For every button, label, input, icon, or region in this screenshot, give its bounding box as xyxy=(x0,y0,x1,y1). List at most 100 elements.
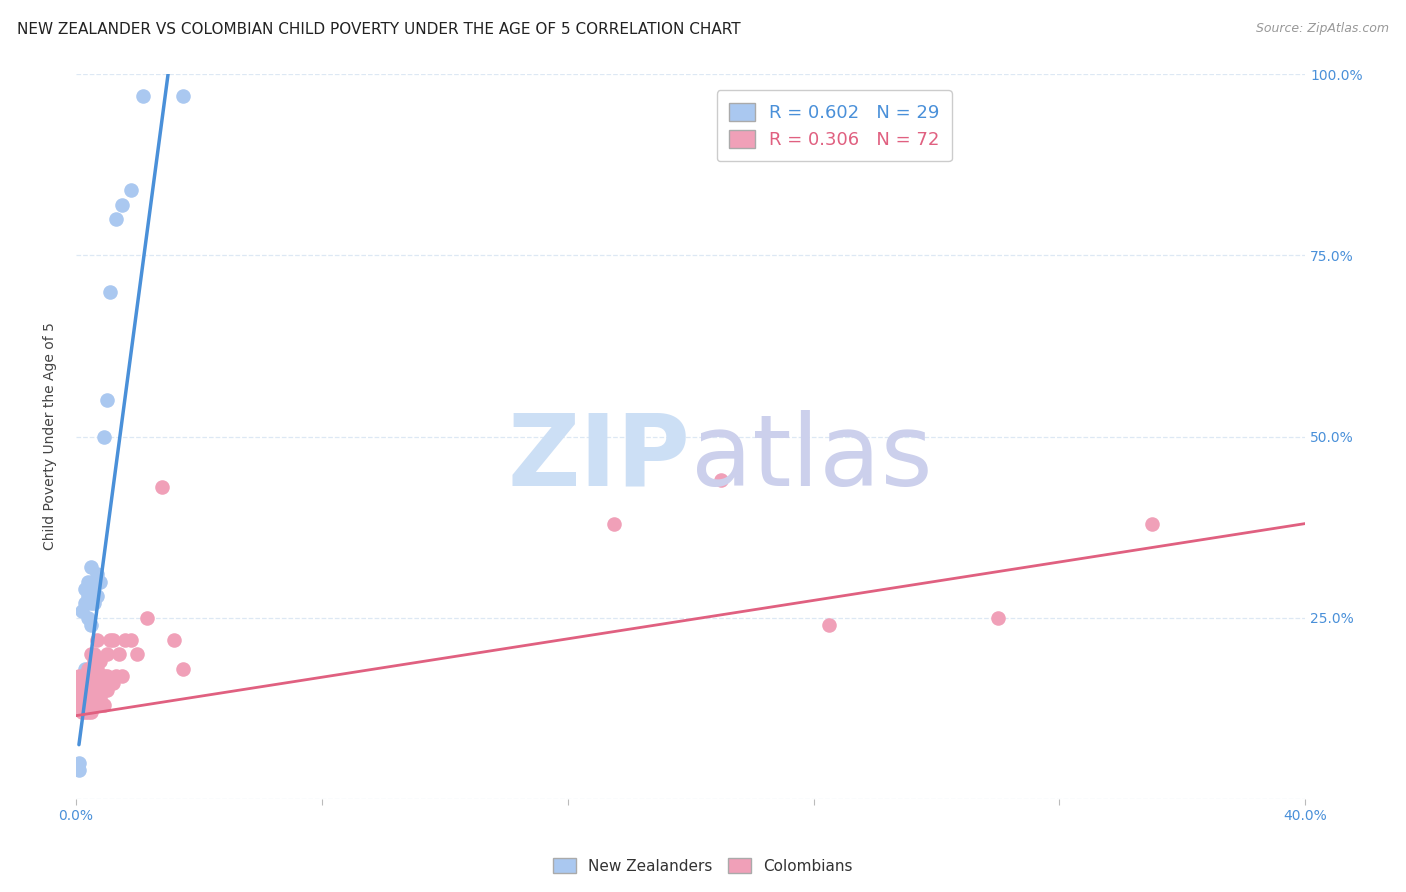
Point xyxy=(114,632,136,647)
Point xyxy=(83,698,105,712)
Point xyxy=(80,690,103,705)
Point xyxy=(86,662,108,676)
Point xyxy=(77,662,100,676)
Point xyxy=(70,603,93,617)
Text: NEW ZEALANDER VS COLOMBIAN CHILD POVERTY UNDER THE AGE OF 5 CORRELATION CHART: NEW ZEALANDER VS COLOMBIAN CHILD POVERTY… xyxy=(17,22,741,37)
Text: ZIP: ZIP xyxy=(508,409,690,507)
Point xyxy=(120,183,142,197)
Point xyxy=(77,574,100,589)
Point xyxy=(89,690,111,705)
Point xyxy=(80,676,103,690)
Point xyxy=(86,632,108,647)
Point xyxy=(93,669,115,683)
Point xyxy=(172,662,194,676)
Point xyxy=(70,698,93,712)
Point xyxy=(67,763,90,777)
Point xyxy=(135,611,157,625)
Point xyxy=(104,212,127,227)
Point xyxy=(132,88,155,103)
Point xyxy=(163,632,186,647)
Point xyxy=(83,690,105,705)
Point xyxy=(75,676,97,690)
Point xyxy=(86,589,108,603)
Point xyxy=(818,618,841,632)
Point xyxy=(80,662,103,676)
Point xyxy=(98,676,121,690)
Point xyxy=(70,669,93,683)
Point xyxy=(70,683,93,698)
Point xyxy=(150,480,173,494)
Y-axis label: Child Poverty Under the Age of 5: Child Poverty Under the Age of 5 xyxy=(44,323,58,550)
Point xyxy=(89,669,111,683)
Point xyxy=(96,683,118,698)
Point xyxy=(710,473,733,487)
Point xyxy=(75,698,97,712)
Point xyxy=(77,698,100,712)
Point xyxy=(83,683,105,698)
Point xyxy=(77,611,100,625)
Point xyxy=(67,669,90,683)
Point xyxy=(86,698,108,712)
Point xyxy=(77,669,100,683)
Point xyxy=(83,662,105,676)
Point xyxy=(75,669,97,683)
Point xyxy=(83,596,105,610)
Point xyxy=(96,669,118,683)
Point xyxy=(987,611,1010,625)
Point xyxy=(75,690,97,705)
Point xyxy=(108,647,131,661)
Point xyxy=(101,632,124,647)
Point xyxy=(104,669,127,683)
Point xyxy=(75,582,97,596)
Point xyxy=(83,676,105,690)
Point xyxy=(80,683,103,698)
Point xyxy=(86,567,108,582)
Point xyxy=(86,690,108,705)
Point xyxy=(77,676,100,690)
Point xyxy=(80,705,103,719)
Point xyxy=(80,669,103,683)
Point xyxy=(77,683,100,698)
Point xyxy=(93,698,115,712)
Point xyxy=(96,393,118,408)
Point xyxy=(120,632,142,647)
Point xyxy=(70,705,93,719)
Point xyxy=(77,690,100,705)
Point xyxy=(75,676,97,690)
Point xyxy=(80,647,103,661)
Point xyxy=(67,683,90,698)
Point xyxy=(75,662,97,676)
Point xyxy=(603,516,626,531)
Point xyxy=(111,669,134,683)
Point xyxy=(80,618,103,632)
Point xyxy=(77,705,100,719)
Point xyxy=(83,654,105,668)
Point xyxy=(111,197,134,211)
Point xyxy=(83,669,105,683)
Point xyxy=(80,582,103,596)
Legend: R = 0.602   N = 29, R = 0.306   N = 72: R = 0.602 N = 29, R = 0.306 N = 72 xyxy=(717,90,952,161)
Legend: New Zealanders, Colombians: New Zealanders, Colombians xyxy=(547,852,859,880)
Point xyxy=(83,647,105,661)
Point xyxy=(86,676,108,690)
Point xyxy=(101,676,124,690)
Point xyxy=(98,632,121,647)
Point xyxy=(127,647,149,661)
Point xyxy=(67,756,90,770)
Point xyxy=(89,654,111,668)
Point xyxy=(75,705,97,719)
Point xyxy=(83,574,105,589)
Point xyxy=(98,285,121,299)
Point xyxy=(86,683,108,698)
Point xyxy=(89,683,111,698)
Point xyxy=(96,647,118,661)
Point xyxy=(93,683,115,698)
Point xyxy=(80,698,103,712)
Point xyxy=(89,676,111,690)
Point xyxy=(80,560,103,574)
Point xyxy=(80,596,103,610)
Point xyxy=(67,690,90,705)
Point xyxy=(70,683,93,698)
Point xyxy=(89,574,111,589)
Point xyxy=(75,596,97,610)
